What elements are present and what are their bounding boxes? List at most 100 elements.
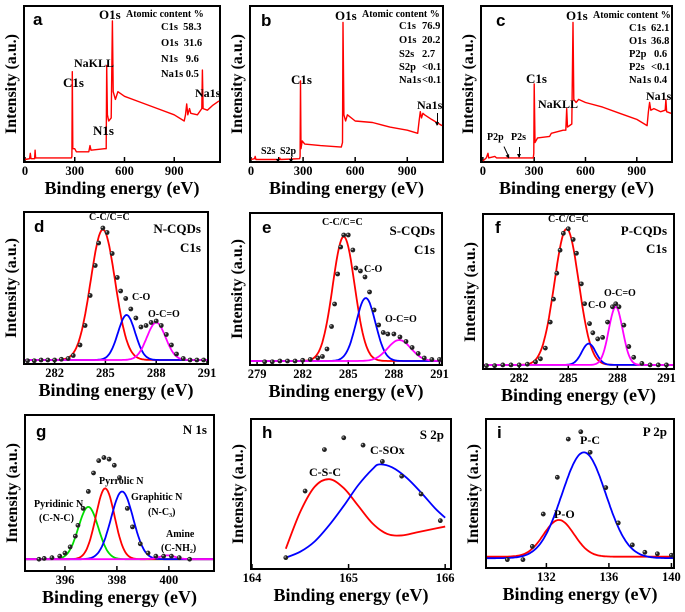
panel-e-c1s-s-cqds: e S-CQDs C1s C-C/C=C C-O O-C=O Intensity…: [229, 212, 449, 401]
measured-data-point: [397, 334, 403, 340]
peak-label-o1s: O1s: [335, 8, 357, 23]
measured-data-point: [96, 458, 102, 464]
x-tick-label: 396: [55, 573, 75, 587]
measured-data-point: [415, 351, 421, 356]
peak-label-oco: O-C=O: [148, 309, 180, 320]
measured-data-point: [418, 491, 424, 497]
x-tick-label: 400: [159, 573, 179, 587]
measured-data-point: [391, 331, 397, 337]
x-tick-label: 165: [339, 571, 358, 585]
x-tick-label: 282: [509, 371, 529, 385]
measured-data-point: [669, 552, 674, 558]
measured-data-point: [379, 459, 385, 464]
x-tick-label: 600: [576, 164, 595, 178]
atomic-row: P2s: [629, 62, 645, 74]
element: C1s: [629, 23, 646, 34]
atomic-content-header: Atomic content %: [593, 10, 671, 21]
x-tick-label: 282: [293, 367, 313, 381]
measured-data-point: [67, 544, 73, 550]
x-tick-label: 0: [479, 164, 486, 178]
measured-data-point: [500, 362, 506, 368]
value: 9.6: [185, 54, 199, 65]
measured-data-point: [615, 520, 621, 526]
atomic-row: Na1s 0.5: [161, 69, 199, 81]
measured-data-point: [367, 289, 372, 295]
element: P2s: [629, 62, 645, 73]
measured-data-point: [385, 331, 391, 337]
fit-component-p-c: [487, 451, 674, 560]
element: C1s: [399, 21, 416, 32]
panel-b-survey-s-cqds: b O1s Atomic content % C1s 76.9 O1s 20.2…: [229, 5, 444, 198]
x-tick-label: 900: [627, 164, 647, 178]
measured-data-point: [380, 330, 386, 335]
atomic-value: <0.1: [422, 75, 442, 86]
x-tick-label: 285: [338, 367, 358, 381]
peak-label-c1s: C1s: [63, 75, 84, 90]
measured-data-point: [130, 524, 135, 530]
measured-data-point: [320, 354, 325, 359]
peak-label-na1s: Na1s: [646, 89, 672, 103]
measured-data-point: [600, 335, 606, 340]
measured-data-point: [516, 362, 522, 368]
core-level-label: P 2p: [642, 424, 667, 439]
measured-data-point: [565, 436, 571, 442]
peak-label-oco: O-C=O: [385, 314, 417, 325]
measured-data-point: [87, 293, 93, 298]
panel-letter: h: [262, 423, 273, 442]
x-tick-label: 0: [247, 164, 255, 178]
measured-data-point: [353, 265, 359, 271]
x-axis-label: Binding energy (eV): [269, 178, 424, 198]
atomic-row: O1s: [629, 36, 647, 48]
fit-component-c-c-c-c: [251, 235, 441, 362]
measured-data-point: [123, 296, 129, 301]
atomic-row: N1s 9.6: [161, 54, 199, 66]
measured-data-point: [187, 556, 193, 562]
element: Na1s: [399, 75, 422, 86]
measured-data-point: [341, 435, 347, 441]
measured-data-point: [77, 342, 83, 348]
y-axis-label: Intensity (a.u.): [229, 33, 246, 135]
value: 31.6: [183, 38, 203, 49]
plot-area: [25, 225, 208, 364]
measured-data-point: [36, 556, 42, 562]
measured-data-point: [554, 270, 560, 276]
x-axis-label: Binding energy (eV): [499, 178, 654, 198]
atomic-value: <0.1: [422, 62, 442, 73]
panel-letter: a: [33, 10, 43, 29]
measured-data-point: [547, 319, 553, 325]
x-axis-label: Binding energy (eV): [268, 381, 424, 401]
atomic-value: <0.1: [651, 62, 671, 73]
peak-label-co: C-O: [364, 264, 383, 275]
element: S2s: [399, 49, 415, 60]
x-tick-label: 398: [107, 573, 127, 587]
sample-label: N-CQDs: [153, 221, 201, 236]
measured-data-point: [62, 550, 68, 556]
measured-data-point: [106, 456, 112, 462]
core-level-label: S 2p: [419, 427, 444, 442]
atomic-row: P2p: [629, 49, 647, 61]
element: P2p: [629, 49, 647, 60]
measured-data-point: [137, 541, 143, 547]
peak-label-nakll: NaKLL: [538, 97, 579, 111]
measured-data-point: [329, 324, 334, 329]
atomic-content-header: Atomic content %: [126, 9, 204, 20]
peak-label-cc: C-C/C=C: [322, 217, 363, 228]
measured-data-point: [587, 321, 592, 327]
measured-data-point: [587, 449, 593, 455]
measured-data-point: [124, 506, 130, 511]
measured-data-point: [324, 346, 330, 352]
measured-data-point: [307, 357, 313, 362]
measured-data-point: [350, 247, 356, 253]
element: C1s: [161, 22, 178, 33]
measured-data-point: [409, 345, 415, 350]
panel-letter: c: [496, 11, 506, 30]
arrow-icon: [289, 157, 293, 163]
measured-data-point: [647, 362, 653, 368]
measured-data-point: [376, 322, 382, 328]
atomic-value: 0.6: [654, 49, 668, 60]
measured-data-point: [145, 550, 151, 556]
y-axis-label: Intensity (a.u.): [460, 33, 477, 135]
measured-data-point: [38, 357, 44, 363]
x-tick-label: 285: [96, 366, 115, 380]
x-tick-label: 282: [45, 366, 64, 380]
